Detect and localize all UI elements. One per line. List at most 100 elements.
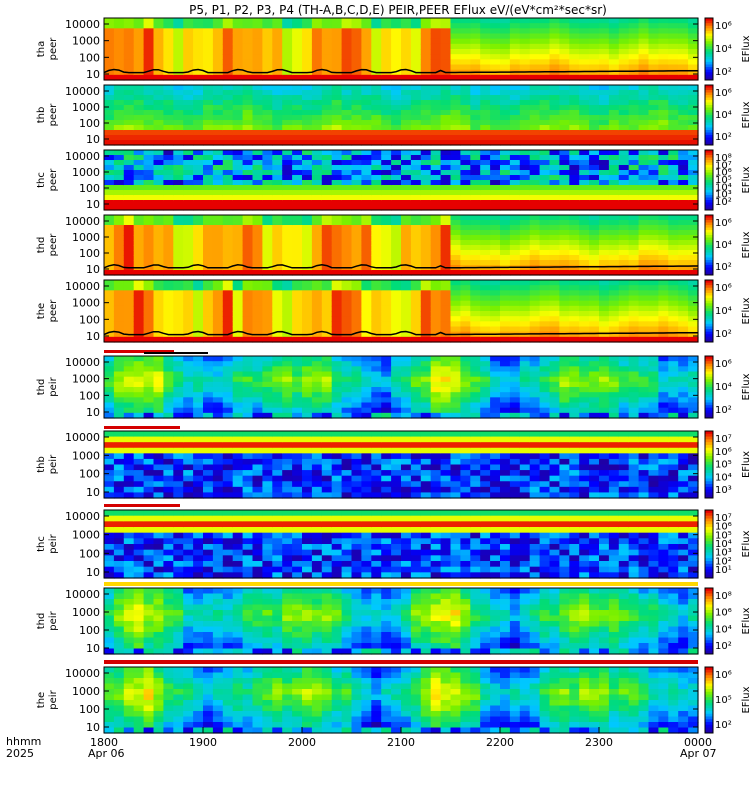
spacecraft-potential-trace xyxy=(103,264,698,269)
x-tick-label: 2100 xyxy=(387,736,415,749)
panel-thd-peer: 10 100 1000 10000 thd peer 10² 10⁴ 10⁶ EFlux xyxy=(36,214,750,276)
mode-bars xyxy=(104,350,698,664)
panel-the-peir: 10 100 1000 10000 the peir 10² 10⁵ 10⁶ EFlux xyxy=(36,666,750,734)
y-tick-label: 10000 xyxy=(65,85,100,98)
panel-ylabel: peir xyxy=(48,610,59,630)
panel-frame xyxy=(103,279,699,343)
colorbar-tick-label: 10³ xyxy=(715,190,732,201)
colorbar: 10² 10⁴ 10⁶ 10⁸ EFlux xyxy=(704,587,750,655)
colorbar-tick-label: 10⁴ xyxy=(715,240,732,251)
colorbar-tick-label: 10⁶ xyxy=(715,88,732,99)
colorbar-tick-label: 10⁶ xyxy=(715,21,732,32)
x-tick-label: 2200 xyxy=(486,736,514,749)
colorbar-tick-label: 10² xyxy=(715,720,732,731)
colorbar-tick-label: 10¹ xyxy=(715,565,732,576)
colorbar-frame xyxy=(704,214,714,276)
panel-ylabel: the xyxy=(36,303,47,319)
time-axis: hhmm 2025 Apr 06 Apr 07 1800 1900 2000 2100… xyxy=(6,727,717,760)
x-tick-label: 1800 xyxy=(90,736,118,749)
y-tick-label: 100 xyxy=(79,547,100,560)
colorbar-label: EFlux xyxy=(741,530,750,557)
colorbar-frame xyxy=(704,149,714,211)
colorbar-tick-label: 10² xyxy=(715,329,732,340)
y-tick-label: 1000 xyxy=(72,101,100,114)
panel-tha-peer: 10 100 1000 10000 tha peer 10² 10⁴ 10⁶ EFlux xyxy=(36,17,750,81)
colorbar-label: EFlux xyxy=(741,297,750,324)
y-tick-label: 100 xyxy=(79,117,100,130)
colorbar-frame xyxy=(704,355,714,419)
mode-bar xyxy=(104,350,174,353)
y-tick-label: 10000 xyxy=(65,667,100,680)
colorbar-tick-label: 10⁵ xyxy=(715,530,732,541)
colorbar-tick-label: 10⁸ xyxy=(715,591,732,602)
mode-bar xyxy=(104,504,180,507)
colorbar-tick-label: 10⁴ xyxy=(715,539,732,550)
colorbar-label: EFlux xyxy=(741,101,750,128)
colorbar-label: EFlux xyxy=(741,231,750,258)
colorbar-tick-label: 10³ xyxy=(715,548,732,559)
colorbar-tick-label: 10⁶ xyxy=(715,670,732,681)
x-tick-label: 0000 xyxy=(684,736,712,749)
y-tick-label: 1000 xyxy=(72,231,100,244)
spacecraft-potential-trace xyxy=(103,330,698,336)
y-tick-label: 10 xyxy=(86,263,100,276)
colorbar-tick-label: 10⁵ xyxy=(715,695,732,706)
y-tick-label: 1000 xyxy=(72,373,100,386)
colorbar-tick-label: 10⁶ xyxy=(715,522,732,533)
colorbar-tick-label: 10⁷ xyxy=(715,434,732,445)
colorbar-tick-label: 10⁴ xyxy=(715,382,732,393)
y-tick-label: 10 xyxy=(86,68,100,81)
colorbar-tick-label: 10² xyxy=(715,262,732,273)
colorbar-frame xyxy=(704,509,714,579)
y-tick-label: 10 xyxy=(86,406,100,419)
y-tick-label: 1000 xyxy=(72,166,100,179)
y-tick-label: 1000 xyxy=(72,449,100,462)
colorbar-frame xyxy=(704,666,714,734)
colorbar-label: EFlux xyxy=(741,686,750,713)
date-start: Apr 06 xyxy=(88,747,125,760)
colorbar-tick-label: 10⁵ xyxy=(715,460,732,471)
colorbar-label: EFlux xyxy=(741,166,750,193)
panel-thd-peir: 10 100 1000 10000 thd peir 10² 10⁴ 10⁶ 10⁸ EFlux xyxy=(36,587,750,655)
spectrogram-cells xyxy=(104,667,699,734)
panel-ylabel: thd xyxy=(36,613,47,630)
colorbar-tick-label: 10⁴ xyxy=(715,44,732,55)
colorbar-tick-label: 10⁶ xyxy=(715,218,732,229)
spectrogram-cells xyxy=(104,150,699,211)
time-axis-label: hhmm xyxy=(6,735,41,748)
spectrogram-cells xyxy=(104,431,699,499)
colorbar-tick-label: 10⁶ xyxy=(715,359,732,370)
spectrogram-cells xyxy=(104,510,699,579)
colorbar-frame xyxy=(704,17,714,81)
colorbar: 10² 10⁴ 10⁶ EFlux xyxy=(704,279,750,343)
y-tick-label: 100 xyxy=(79,468,100,481)
panel-ylabel: peer xyxy=(48,233,59,257)
panel-ylabel: peer xyxy=(48,103,59,127)
mode-bar xyxy=(104,582,698,586)
colorbar-tick-label: 10² xyxy=(715,405,732,416)
panel-frame xyxy=(103,149,699,211)
spectrogram-cells xyxy=(104,85,699,146)
colorbar-tick-label: 10⁴ xyxy=(715,624,732,635)
colorbar: 10² 10⁴ 10⁶ EFlux xyxy=(704,214,750,276)
y-tick-label: 10 xyxy=(86,198,100,211)
y-tick-label: 100 xyxy=(79,51,100,64)
panel-ylabel: peir xyxy=(48,533,59,553)
colorbar-tick-label: 10⁶ xyxy=(715,447,732,458)
spectrogram-cells xyxy=(104,280,699,343)
y-tick-label: 10000 xyxy=(65,150,100,163)
colorbar-tick-label: 10⁶ xyxy=(715,608,732,619)
y-tick-label: 100 xyxy=(79,389,100,402)
colorbar-tick-label: 10⁸ xyxy=(715,153,732,164)
panel-frame xyxy=(103,84,699,146)
colorbar: 10² 10⁴ 10⁶ EFlux xyxy=(704,355,750,419)
colorbar-tick-label: 10² xyxy=(715,67,732,78)
colorbar-label: EFlux xyxy=(741,35,750,62)
panel-ylabel: thd xyxy=(36,379,47,396)
